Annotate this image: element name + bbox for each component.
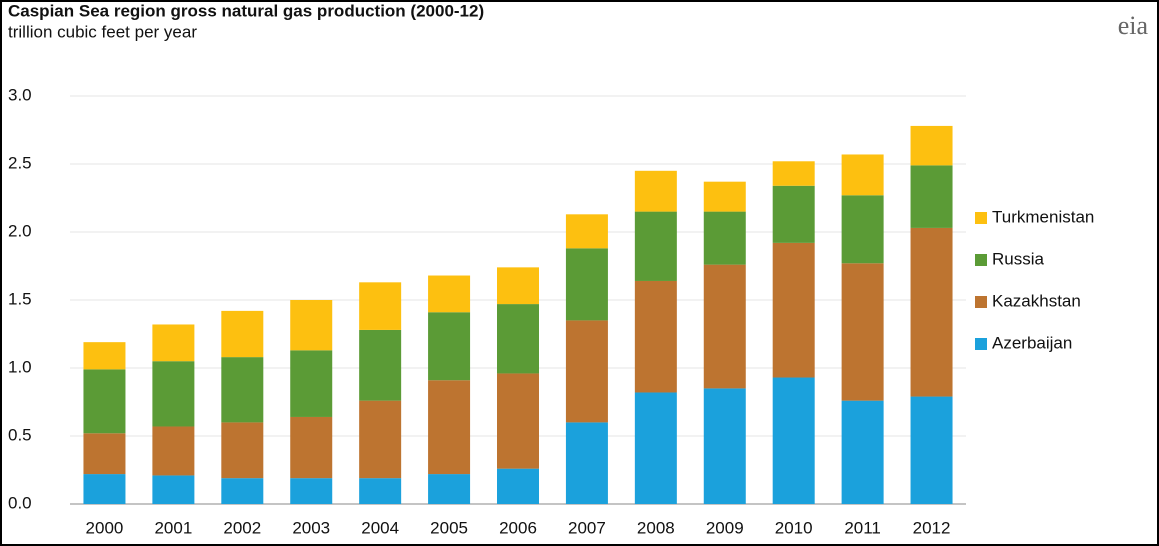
legend-swatch	[975, 338, 987, 350]
bar-segment	[221, 422, 264, 479]
bar-segment	[910, 396, 953, 504]
y-tick-label: 1.5	[8, 289, 32, 308]
bar-segment	[83, 474, 126, 504]
bar-segment	[841, 400, 884, 504]
bar-segment	[428, 474, 471, 504]
bar-segment	[565, 248, 608, 321]
legend-label: Russia	[992, 249, 1045, 268]
bar-segment	[221, 357, 264, 423]
bar-segment	[565, 320, 608, 423]
bar-segment	[910, 125, 953, 166]
bar-segment	[290, 478, 333, 504]
bar-segment	[565, 214, 608, 249]
x-tick-label: 2012	[913, 518, 951, 537]
bar-segment	[428, 275, 471, 313]
bar-segment	[634, 211, 677, 281]
x-tick-label: 2006	[499, 518, 537, 537]
bar-segment	[910, 227, 953, 397]
x-tick-label: 2001	[154, 518, 192, 537]
bar-segment	[497, 304, 539, 374]
bar-segment	[565, 422, 608, 504]
legend-label: Kazakhstan	[992, 291, 1081, 310]
x-tick-label: 2000	[86, 518, 124, 537]
x-tick-label: 2002	[223, 518, 261, 537]
y-tick-label: 2.0	[8, 221, 32, 240]
y-tick-label: 1.0	[8, 357, 32, 376]
y-tick-label: 0.0	[8, 493, 32, 512]
bar-segment	[221, 310, 264, 358]
bar-segment	[772, 377, 815, 504]
bar-segment	[152, 361, 195, 427]
bar-segment	[703, 181, 746, 212]
x-tick-label: 2010	[775, 518, 813, 537]
bar-segment	[841, 263, 884, 401]
bar-segment	[497, 267, 539, 305]
x-tick-label: 2005	[430, 518, 468, 537]
legend-swatch	[975, 296, 987, 308]
bar-segment	[359, 282, 402, 330]
legend-label: Azerbaijan	[992, 333, 1072, 352]
chart-title: Caspian Sea region gross natural gas pro…	[8, 1, 484, 20]
legend-label: Turkmenistan	[992, 207, 1094, 226]
bar-segment	[152, 475, 195, 504]
chart-subtitle: trillion cubic feet per year	[8, 22, 197, 41]
bar-segment	[290, 350, 333, 417]
bar-segment	[772, 185, 815, 243]
x-tick-label: 2008	[637, 518, 675, 537]
bar-segment	[83, 433, 126, 475]
bar-segment	[703, 264, 746, 389]
bar-segment	[703, 211, 746, 265]
bar-segment	[152, 324, 195, 362]
legend-swatch	[975, 212, 987, 224]
bar-segment	[497, 468, 539, 504]
bar-segment	[152, 426, 195, 476]
x-tick-label: 2009	[706, 518, 744, 537]
bar-segment	[634, 392, 677, 504]
bar-segment	[841, 195, 884, 264]
bar-segment	[772, 161, 815, 186]
bar-segment	[841, 154, 884, 196]
x-tick-label: 2007	[568, 518, 606, 537]
bar-segment	[290, 416, 333, 479]
logo: eia	[1118, 11, 1149, 40]
bar-segment	[83, 369, 126, 434]
bar-segment	[428, 312, 471, 381]
y-tick-label: 2.5	[8, 153, 32, 172]
bar-segment	[359, 400, 402, 479]
bar-segment	[910, 165, 953, 228]
x-tick-label: 2004	[361, 518, 399, 537]
y-tick-label: 3.0	[8, 85, 32, 104]
x-tick-label: 2003	[292, 518, 330, 537]
y-tick-label: 0.5	[8, 425, 32, 444]
bar-segment	[359, 329, 402, 401]
bar-segment	[428, 380, 471, 475]
x-tick-label: 2011	[844, 518, 881, 537]
bar-segment	[634, 170, 677, 212]
bar-segment	[772, 242, 815, 378]
bar-segment	[497, 373, 539, 469]
bar-segment	[221, 478, 264, 504]
legend-swatch	[975, 254, 987, 266]
bar-segment	[634, 280, 677, 393]
bar-segment	[703, 388, 746, 504]
bar-segment	[83, 342, 126, 370]
bar-segment	[290, 300, 333, 351]
bar-segment	[359, 478, 402, 504]
